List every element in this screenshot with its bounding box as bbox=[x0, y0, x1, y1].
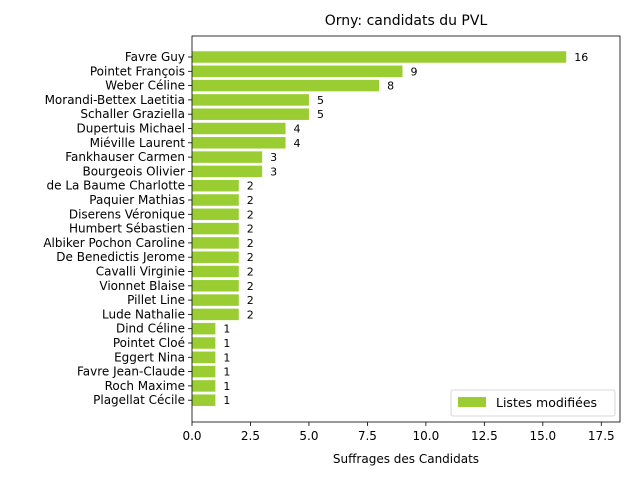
category-label: Fankhauser Carmen bbox=[65, 150, 185, 164]
category-label: Cavalli Virginie bbox=[96, 265, 185, 279]
bar bbox=[192, 322, 216, 335]
value-label: 1 bbox=[223, 366, 230, 379]
bar bbox=[192, 194, 239, 206]
bar bbox=[192, 294, 239, 306]
bar bbox=[192, 108, 309, 120]
bar bbox=[192, 337, 216, 349]
bar bbox=[192, 165, 263, 178]
value-label: 16 bbox=[574, 51, 588, 64]
x-tick-label: 5.0 bbox=[299, 429, 318, 443]
category-label: Dupertuis Michael bbox=[77, 122, 185, 136]
bar bbox=[192, 380, 216, 392]
value-label: 2 bbox=[247, 237, 254, 250]
value-label: 9 bbox=[410, 65, 417, 78]
category-label: Schaller Graziella bbox=[80, 107, 185, 121]
value-label: 1 bbox=[223, 337, 230, 350]
bar bbox=[192, 265, 239, 278]
value-label: 4 bbox=[294, 137, 301, 150]
category-label: Eggert Nina bbox=[114, 350, 185, 364]
category-label: Albiker Pochon Caroline bbox=[43, 236, 185, 250]
category-label: Miéville Laurent bbox=[90, 136, 186, 150]
legend-label: Listes modifiées bbox=[496, 395, 597, 410]
bars-group bbox=[192, 51, 567, 406]
category-label: Pointet Cloé bbox=[113, 336, 185, 350]
bar bbox=[192, 65, 403, 78]
value-label: 1 bbox=[223, 394, 230, 407]
category-label: Pillet Line bbox=[127, 293, 185, 307]
bar bbox=[192, 280, 239, 292]
x-tick-label: 0.0 bbox=[182, 429, 201, 443]
bar bbox=[192, 237, 239, 249]
x-tick-label: 12.5 bbox=[471, 429, 498, 443]
value-label: 2 bbox=[247, 223, 254, 236]
bar bbox=[192, 208, 239, 221]
plot-frame bbox=[191, 35, 621, 423]
value-label: 3 bbox=[270, 151, 277, 164]
bar bbox=[192, 122, 286, 135]
value-label: 1 bbox=[223, 380, 230, 393]
legend: Listes modifiées bbox=[450, 389, 616, 417]
category-label: Dind Céline bbox=[116, 322, 185, 336]
value-label: 2 bbox=[247, 251, 254, 264]
category-label: Favre Guy bbox=[125, 50, 185, 64]
bar bbox=[192, 251, 239, 263]
bar bbox=[192, 51, 567, 63]
x-tick-label: 2.5 bbox=[241, 429, 260, 443]
category-label: Pointet François bbox=[90, 64, 185, 78]
value-label: 2 bbox=[247, 266, 254, 279]
category-label: Favre Jean-Claude bbox=[77, 365, 185, 379]
x-axis: 0.0 2.5 5.0 7.5 10.0 12.5 15.0 17.5 bbox=[182, 422, 615, 443]
category-label: Lude Nathalie bbox=[102, 307, 185, 321]
value-label: 5 bbox=[317, 94, 324, 107]
category-label: De Benedictis Jerome bbox=[56, 250, 185, 264]
x-axis-title: Suffrages des Candidats bbox=[333, 452, 479, 466]
category-label: Bourgeois Olivier bbox=[82, 164, 185, 178]
category-label: Plagellat Cécile bbox=[93, 393, 185, 407]
bar bbox=[192, 394, 216, 406]
bar bbox=[192, 94, 309, 106]
value-label: 2 bbox=[247, 180, 254, 193]
category-label: Weber Céline bbox=[105, 79, 185, 93]
bar bbox=[192, 137, 286, 149]
legend-swatch bbox=[458, 397, 486, 407]
bar bbox=[192, 222, 239, 235]
value-label: 2 bbox=[247, 294, 254, 307]
value-label: 4 bbox=[294, 123, 301, 136]
legend-box bbox=[450, 389, 616, 417]
bar bbox=[192, 79, 380, 92]
category-label: Paquier Mathias bbox=[89, 193, 185, 207]
value-label: 2 bbox=[247, 194, 254, 207]
x-tick-label: 17.5 bbox=[588, 429, 615, 443]
bar bbox=[192, 365, 216, 378]
bar bbox=[192, 151, 263, 163]
x-tick-label: 15.0 bbox=[529, 429, 556, 443]
category-label: Vionnet Blaise bbox=[99, 279, 185, 293]
category-label: de La Baume Charlotte bbox=[47, 179, 186, 193]
x-tick-label: 10.0 bbox=[413, 429, 440, 443]
value-label: 3 bbox=[270, 165, 277, 178]
category-label: Diserens Véronique bbox=[69, 207, 185, 221]
bar bbox=[192, 351, 216, 364]
category-label: Roch Maxime bbox=[105, 379, 185, 393]
value-label: 1 bbox=[223, 351, 230, 364]
bar bbox=[192, 179, 239, 192]
chart-title: Orny: candidats du PVL bbox=[325, 13, 488, 29]
category-label: Morandi-Bettex Laetitia bbox=[45, 93, 185, 107]
bar bbox=[192, 308, 239, 321]
value-label: 2 bbox=[247, 308, 254, 321]
value-label: 2 bbox=[247, 280, 254, 293]
category-label: Humbert Sébastien bbox=[69, 222, 185, 236]
value-label: 8 bbox=[387, 80, 394, 93]
value-label: 2 bbox=[247, 208, 254, 221]
value-label: 1 bbox=[223, 323, 230, 336]
x-tick-label: 7.5 bbox=[358, 429, 377, 443]
value-label: 5 bbox=[317, 108, 324, 121]
